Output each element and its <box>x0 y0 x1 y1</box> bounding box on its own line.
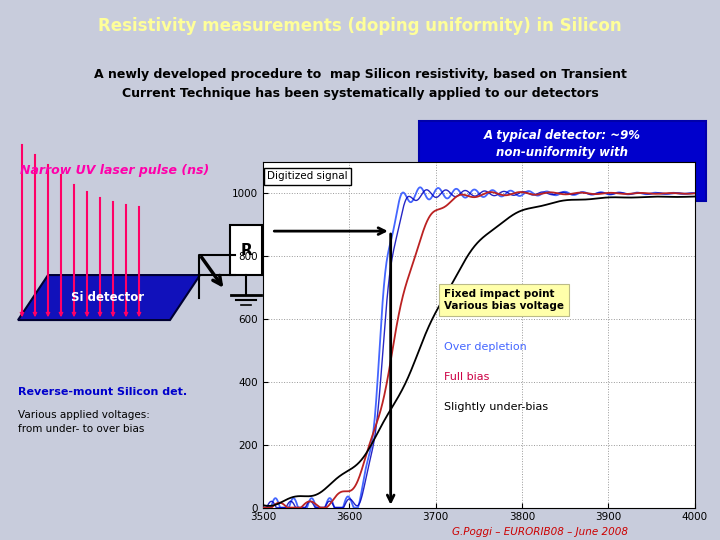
Text: A newly developed procedure to  map Silicon resistivity, based on Transient
Curr: A newly developed procedure to map Silic… <box>94 68 626 100</box>
Text: Narrow UV laser pulse (ns): Narrow UV laser pulse (ns) <box>20 164 210 177</box>
Bar <box>230 225 262 275</box>
Text: Full bias: Full bias <box>444 372 490 382</box>
Text: Si detector: Si detector <box>71 291 145 303</box>
Text: Digitized signal: Digitized signal <box>267 171 348 181</box>
FancyBboxPatch shape <box>419 121 706 201</box>
Text: Resistivity measurements (doping uniformity) in Silicon: Resistivity measurements (doping uniform… <box>98 17 622 35</box>
Text: Reverse-mount Silicon det.: Reverse-mount Silicon det. <box>18 387 187 397</box>
Text: A typical detector: ~9%
non-uniformity with
striations  (mm⁻¹ spatial
frequency): A typical detector: ~9% non-uniformity w… <box>481 129 643 193</box>
Text: Over depletion: Over depletion <box>444 342 527 353</box>
Text: Fixed impact point
Various bias voltage: Fixed impact point Various bias voltage <box>444 289 564 311</box>
Text: R: R <box>240 242 252 258</box>
Text: G.Poggi – EURORIB08 – June 2008: G.Poggi – EURORIB08 – June 2008 <box>452 527 628 537</box>
Text: Slightly under-bias: Slightly under-bias <box>444 402 549 412</box>
Text: Various applied voltages:
from under- to over bias: Various applied voltages: from under- to… <box>18 410 150 434</box>
Polygon shape <box>18 275 200 320</box>
